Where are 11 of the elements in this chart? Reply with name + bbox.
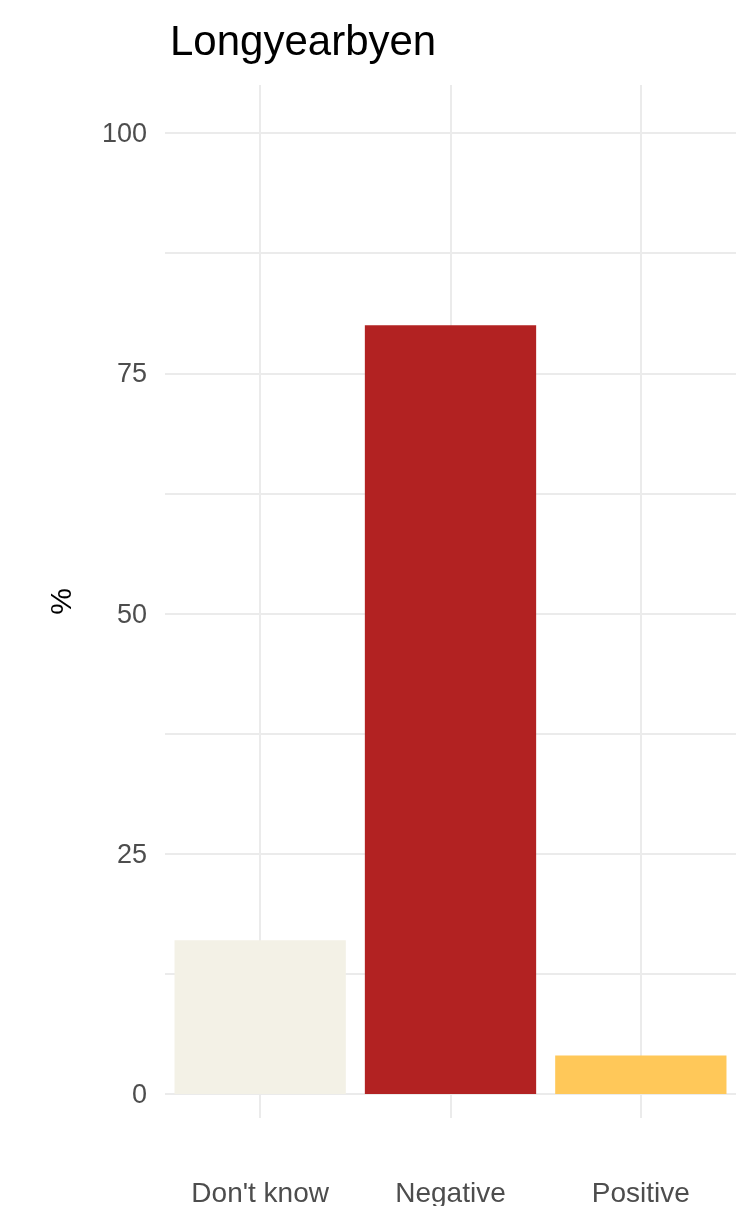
x-tick-label: Positive — [591, 1176, 690, 1206]
x-tick-label: Don't know — [191, 1176, 330, 1206]
bar — [364, 325, 537, 1094]
y-tick-label: 75 — [116, 358, 147, 389]
y-tick-label: 100 — [101, 118, 147, 149]
y-tick-label: 50 — [116, 598, 147, 629]
y-tick-label: 0 — [131, 1078, 147, 1109]
y-tick-label: 25 — [116, 838, 147, 869]
bar — [555, 1055, 727, 1094]
chart-title: Longyearbyen — [170, 16, 437, 64]
y-axis-title: % — [43, 588, 77, 615]
